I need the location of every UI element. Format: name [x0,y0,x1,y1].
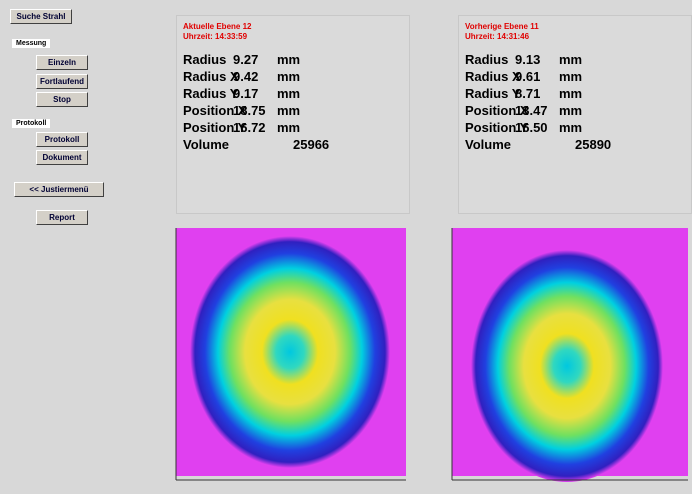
beam-profile [190,236,390,468]
app-window: Suche Strahl Messung Einzeln Fortlaufend… [0,0,692,494]
beam-profile [471,250,663,482]
beam-images [0,0,692,494]
